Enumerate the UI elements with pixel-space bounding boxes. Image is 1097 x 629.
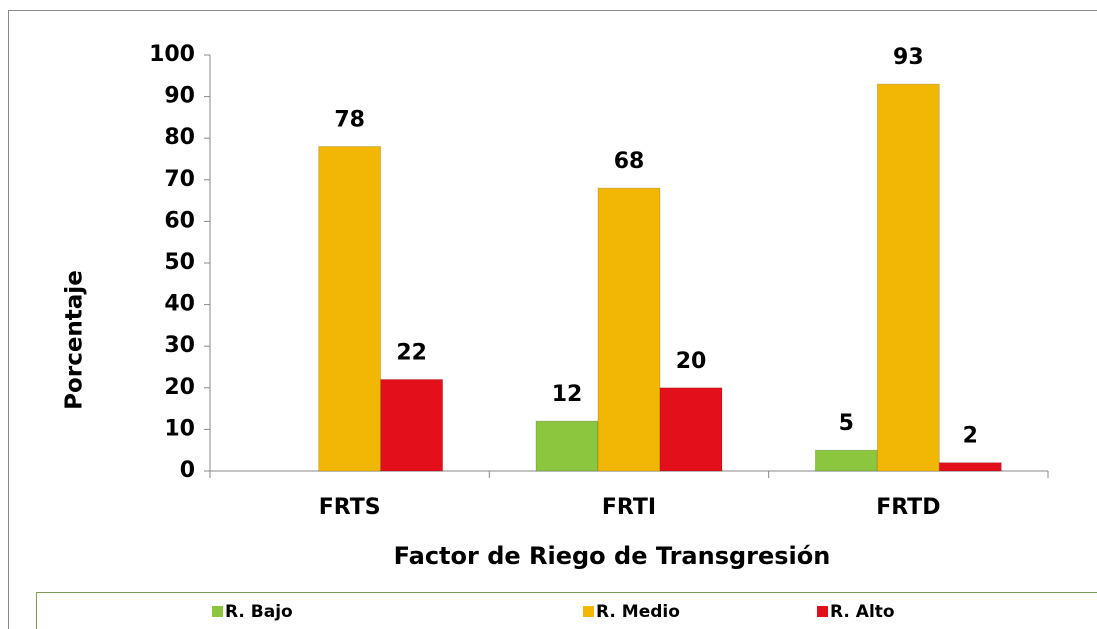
value-label: 5	[839, 411, 854, 436]
value-label: 78	[334, 108, 365, 133]
chart-frame	[8, 10, 1097, 629]
legend-swatch	[212, 606, 223, 617]
y-tick-label: 100	[149, 42, 195, 67]
y-tick-label: 70	[164, 167, 195, 192]
legend-label: R. Medio	[596, 602, 680, 622]
bar	[938, 462, 1002, 472]
bar	[535, 420, 599, 472]
legend-frame	[36, 592, 1097, 629]
value-label: 93	[893, 45, 924, 70]
y-tick-label: 30	[164, 333, 195, 358]
bar	[659, 387, 723, 472]
bar	[876, 83, 940, 472]
bar	[814, 449, 878, 472]
y-tick-label: 90	[164, 84, 195, 109]
y-axis-title: Porcentaje	[62, 270, 88, 410]
x-tick-label: FRTD	[876, 495, 940, 520]
value-label: 22	[396, 340, 427, 365]
value-label: 12	[552, 382, 583, 407]
x-axis-title: Factor de Riego de Transgresión	[394, 542, 831, 570]
y-tick-label: 60	[164, 208, 195, 233]
legend-swatch	[817, 606, 828, 617]
y-tick-label: 80	[164, 125, 195, 150]
x-tick-label: FRTS	[319, 495, 381, 520]
bar	[597, 187, 661, 472]
y-tick-label: 0	[180, 458, 195, 483]
legend-label: R. Alto	[830, 602, 895, 622]
bar	[318, 146, 382, 472]
y-tick-label: 50	[164, 250, 195, 275]
value-label: 20	[676, 349, 707, 374]
value-label: 2	[963, 424, 978, 449]
legend-swatch	[583, 606, 594, 617]
bar	[380, 378, 444, 472]
legend-label: R. Bajo	[225, 602, 293, 622]
y-tick-label: 40	[164, 292, 195, 317]
value-label: 68	[614, 149, 645, 174]
y-tick-label: 20	[164, 375, 195, 400]
x-tick-label: FRTI	[602, 495, 656, 520]
y-tick-label: 10	[164, 416, 195, 441]
